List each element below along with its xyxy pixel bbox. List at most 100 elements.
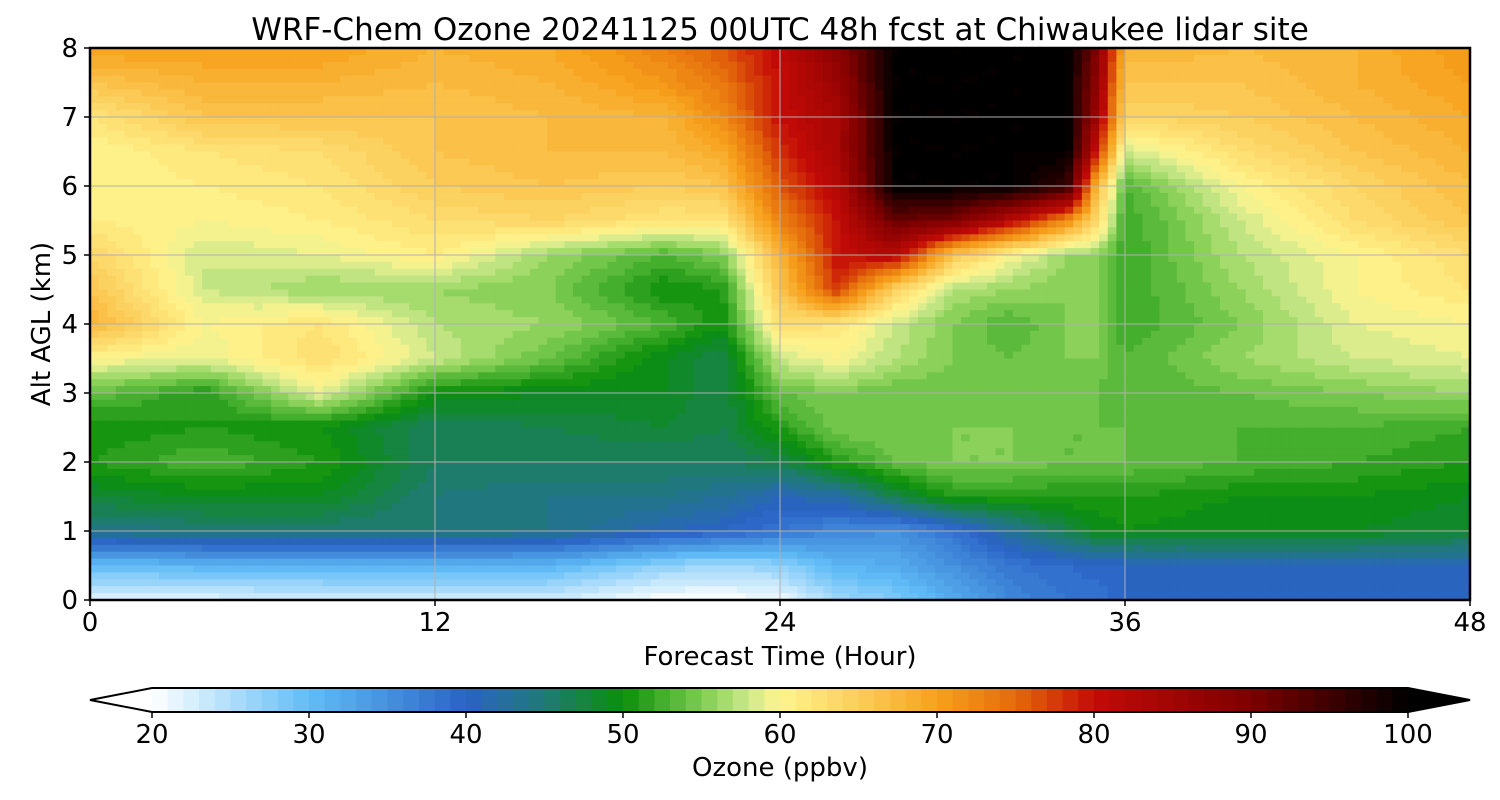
heatmap-cell: [374, 261, 384, 270]
heatmap-cell: [400, 48, 410, 56]
heatmap-cell: [357, 165, 367, 173]
heatmap-cell: [1004, 172, 1014, 180]
heatmap-cell: [952, 137, 962, 146]
heatmap-cell: [115, 89, 126, 97]
heatmap-cell: [624, 192, 634, 201]
heatmap-cell: [193, 48, 203, 56]
heatmap-cell: [366, 186, 376, 194]
heatmap-cell: [279, 75, 289, 84]
heatmap-cell: [667, 248, 678, 256]
heatmap-cell: [374, 179, 384, 187]
heatmap-cell: [831, 248, 841, 256]
heatmap-cell: [1081, 234, 1092, 242]
heatmap-cell: [1237, 234, 1247, 242]
heatmap-cell: [210, 261, 220, 270]
heatmap-cell: [633, 68, 643, 77]
heatmap-cell: [702, 89, 712, 97]
heatmap-cell: [391, 130, 402, 139]
heatmap-cell: [883, 179, 893, 187]
heatmap-cell: [961, 96, 971, 104]
heatmap-cell: [495, 255, 505, 263]
heatmap-cell: [1099, 213, 1109, 222]
heatmap-cell: [1202, 241, 1212, 249]
heatmap-cell: [1116, 130, 1126, 139]
heatmap-cell: [797, 206, 807, 215]
heatmap-cell: [909, 61, 919, 70]
heatmap-cell: [849, 82, 859, 90]
heatmap-cell: [814, 48, 824, 56]
heatmap-cell: [693, 227, 703, 235]
heatmap-cell: [1159, 248, 1169, 256]
heatmap-cell: [1081, 48, 1092, 56]
heatmap-cell: [1176, 117, 1186, 125]
heatmap-cell: [797, 48, 807, 56]
heatmap-cell: [607, 75, 617, 84]
heatmap-cell: [124, 255, 134, 263]
heatmap-cell: [1004, 234, 1014, 242]
heatmap-cell: [1081, 117, 1092, 125]
heatmap-cell: [995, 123, 1005, 132]
heatmap-cell: [1125, 110, 1135, 118]
heatmap-cell: [788, 165, 798, 173]
heatmap-cell: [719, 123, 729, 132]
heatmap-cell: [538, 179, 548, 187]
heatmap-cell: [366, 68, 376, 77]
heatmap-cell: [1064, 89, 1074, 97]
heatmap-cell: [1150, 103, 1161, 111]
heatmap-cell: [322, 130, 333, 139]
heatmap-cell: [512, 103, 522, 111]
heatmap-cell: [1254, 206, 1264, 215]
heatmap-cell: [874, 227, 885, 235]
heatmap-cell: [1314, 151, 1324, 159]
heatmap-cell: [176, 130, 186, 139]
heatmap-cell: [745, 179, 755, 187]
heatmap-cell: [788, 199, 798, 208]
heatmap-cell: [624, 54, 634, 63]
heatmap-cell: [573, 144, 583, 153]
heatmap-cell: [228, 241, 238, 249]
heatmap-cell: [107, 103, 117, 111]
heatmap-cell: [702, 255, 712, 263]
heatmap-cell: [642, 144, 652, 153]
heatmap-cell: [642, 220, 652, 228]
heatmap-cell: [797, 68, 807, 77]
heatmap-cell: [978, 110, 988, 118]
heatmap-cell: [348, 227, 358, 235]
heatmap-cell: [98, 96, 108, 104]
heatmap-cell: [314, 151, 324, 159]
heatmap-cell: [978, 144, 988, 153]
heatmap-cell: [219, 255, 229, 263]
heatmap-cell: [616, 123, 626, 132]
heatmap-cell: [538, 158, 548, 166]
heatmap-cell: [1401, 234, 1411, 242]
heatmap-cell: [314, 110, 324, 118]
heatmap-cell: [1159, 241, 1169, 249]
heatmap-cell: [469, 123, 479, 132]
heatmap-cell: [1185, 117, 1195, 125]
heatmap-cell: [564, 123, 574, 132]
heatmap-cell: [1090, 130, 1100, 139]
heatmap-cell: [253, 255, 264, 263]
heatmap-cell: [288, 82, 298, 90]
heatmap-cell: [866, 68, 876, 77]
heatmap-cell: [788, 82, 798, 90]
heatmap-cell: [1012, 213, 1023, 222]
heatmap-cell: [1012, 234, 1023, 242]
heatmap-cell: [987, 89, 997, 97]
heatmap-cell: [711, 241, 721, 249]
heatmap-cell: [219, 192, 229, 201]
heatmap-cell: [943, 165, 954, 173]
heatmap-cell: [1133, 89, 1143, 97]
heatmap-cell: [711, 103, 721, 111]
heatmap-cell: [409, 54, 419, 63]
heatmap-cell: [1211, 158, 1221, 166]
heatmap-cell: [1340, 68, 1350, 77]
heatmap-cell: [1150, 206, 1161, 215]
heatmap-cell: [607, 206, 617, 215]
heatmap-cell: [1202, 54, 1212, 63]
heatmap-cell: [581, 103, 591, 111]
heatmap-cell: [607, 179, 617, 187]
heatmap-cell: [1038, 255, 1048, 263]
heatmap-cell: [598, 89, 609, 97]
heatmap-cell: [417, 117, 427, 125]
